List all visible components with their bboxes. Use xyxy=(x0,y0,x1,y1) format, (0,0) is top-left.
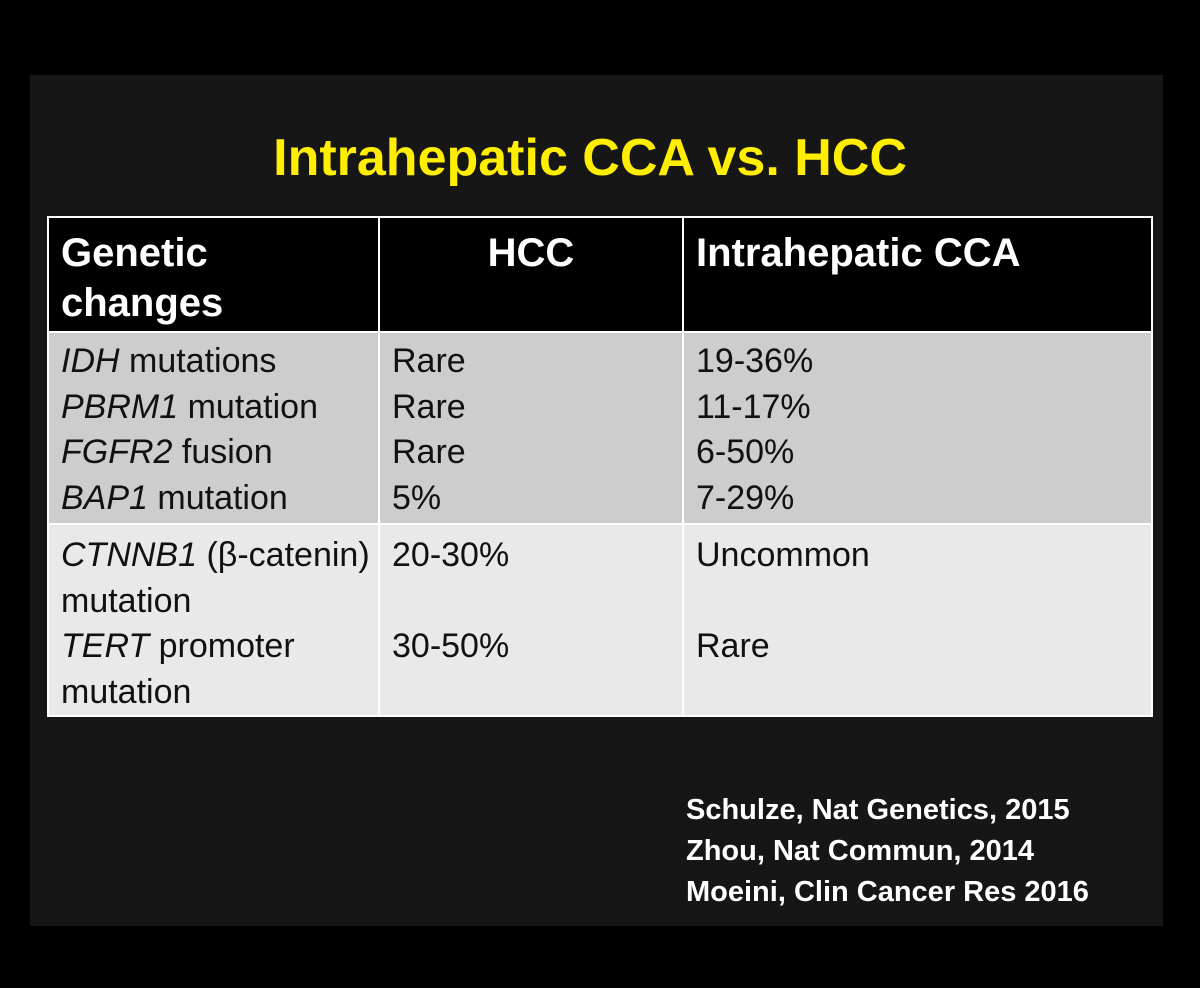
gene-list: IDH mutations PBRM1 mutation FGFR2 fusio… xyxy=(49,333,378,521)
hcc-value: 5% xyxy=(392,478,442,517)
table-row-group-common-icca: IDH mutations PBRM1 mutation FGFR2 fusio… xyxy=(47,331,1153,525)
icca-value: 7-29% xyxy=(696,478,795,517)
references: Schulze, Nat Genetics, 2015 Zhou, Nat Co… xyxy=(686,790,1089,913)
reference-item: Schulze, Nat Genetics, 2015 xyxy=(686,794,1070,826)
gene-item: PBRM1 mutation xyxy=(61,387,318,426)
table-row-group-common-hcc: CTNNB1 (β-catenin) mutation TERT promote… xyxy=(47,523,1153,717)
hcc-values: 20-30% 30-50% xyxy=(380,525,682,715)
icca-values: 19-36% 11-17% 6-50% 7-29% xyxy=(684,333,1151,521)
table-header-row: Genetic changes HCC Intrahepatic CCA xyxy=(47,216,1153,333)
reference-item: Moeini, Clin Cancer Res 2016 xyxy=(686,876,1089,908)
reference-item: Zhou, Nat Commun, 2014 xyxy=(686,835,1035,867)
icca-value: 6-50% xyxy=(696,433,795,471)
header-intrahepatic-cca: Intrahepatic CCA xyxy=(682,216,1153,333)
hcc-values: Rare Rare Rare 5% xyxy=(380,333,682,521)
hcc-value: Rare xyxy=(392,342,466,380)
gene-list: CTNNB1 (β-catenin) mutation TERT promote… xyxy=(49,525,378,715)
slide-title: Intrahepatic CCA vs. HCC xyxy=(273,129,907,187)
gene-item: CTNNB1 (β-catenin) mutation xyxy=(61,536,370,620)
header-hcc: HCC xyxy=(378,216,684,333)
gene-item: FGFR2 fusion xyxy=(61,433,273,471)
icca-value: Uncommon xyxy=(696,536,870,574)
hcc-value: Rare xyxy=(392,433,466,471)
icca-values: Uncommon Rare xyxy=(684,525,1151,715)
icca-value: 19-36% xyxy=(696,342,814,380)
hcc-value: Rare xyxy=(392,387,466,426)
hcc-value: 30-50% xyxy=(392,627,510,665)
header-genetic-changes: Genetic changes xyxy=(47,216,380,333)
icca-value: 11-17% xyxy=(696,387,811,426)
icca-value: Rare xyxy=(696,627,770,665)
gene-item: TERT promoter mutation xyxy=(61,627,295,711)
hcc-value: 20-30% xyxy=(392,536,510,574)
gene-item: BAP1 mutation xyxy=(61,478,288,517)
gene-item: IDH mutations xyxy=(61,342,277,380)
comparison-table: Genetic changes HCC Intrahepatic CCA IDH… xyxy=(47,216,1153,717)
